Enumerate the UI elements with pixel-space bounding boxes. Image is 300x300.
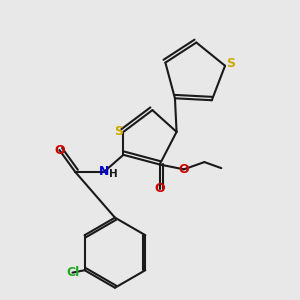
Text: S: S: [114, 125, 123, 138]
Text: Cl: Cl: [66, 266, 79, 279]
Text: O: O: [54, 143, 65, 157]
Text: H: H: [109, 169, 118, 179]
Text: S: S: [226, 57, 236, 70]
Text: O: O: [154, 182, 165, 195]
Text: N: N: [99, 165, 109, 178]
Text: O: O: [178, 163, 189, 176]
